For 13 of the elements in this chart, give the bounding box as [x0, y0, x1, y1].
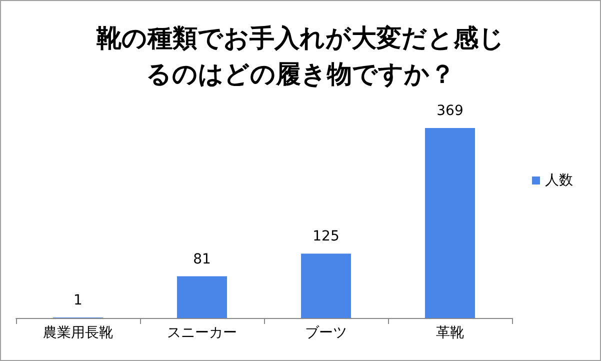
data-label: 125	[312, 228, 340, 245]
data-label: 81	[193, 251, 211, 268]
x-tick-label: 革靴	[436, 325, 464, 341]
x-tick-label: ブーツ	[305, 325, 347, 341]
x-tick-label: 農業用長靴	[43, 325, 113, 341]
legend-label: 人数	[545, 172, 573, 188]
data-label: 1	[74, 292, 82, 308]
x-tick-label: スニーカー	[167, 325, 237, 341]
chart-title: 靴の種類でお手入れが大変だと感じるのはどの履き物ですか？	[96, 24, 504, 88]
data-label: 369	[436, 102, 464, 119]
bar	[425, 128, 475, 318]
bar	[177, 276, 227, 318]
bar	[301, 254, 351, 318]
